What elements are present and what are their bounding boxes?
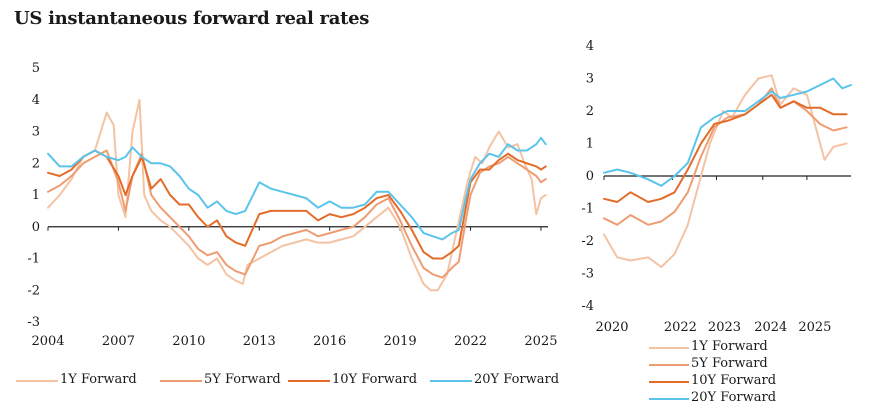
y-tick-label: 2 <box>32 156 40 171</box>
y-tick-label: -4 <box>581 299 594 314</box>
y-tick-label: 4 <box>586 39 594 54</box>
y-tick-label: -1 <box>581 202 594 217</box>
x-tick-label: 2016 <box>313 334 346 349</box>
x-tick-label: 2004 <box>31 334 64 349</box>
y-tick-label: 0 <box>586 169 594 184</box>
legend-label: 1Y Forward <box>691 339 768 354</box>
y-tick-label: 5 <box>32 61 40 76</box>
y-tick-label: -1 <box>27 252 40 267</box>
chart-title: US instantaneous forward real rates <box>14 8 370 29</box>
y-tick-label: -3 <box>581 267 594 282</box>
x-tick-label: 2025 <box>798 320 831 335</box>
series-line-1y-forward <box>603 74 848 268</box>
left-panel: 5 4 3 2 1 0 -1 -2 -3 2004 2007 2010 2013 2016 2019 2022… <box>27 61 557 349</box>
legend-swatch <box>16 380 58 382</box>
legend-label: 10Y Forward <box>332 372 418 387</box>
series-line-10y-forward <box>47 149 547 260</box>
y-tick-label: -2 <box>581 234 594 249</box>
y-tick-label: 0 <box>32 220 40 235</box>
x-tick-label: 2007 <box>102 334 135 349</box>
series-line-20y-forward <box>47 136 547 241</box>
y-tick-label: 2 <box>586 104 594 119</box>
legend-swatch <box>649 347 689 349</box>
y-tick-label: 1 <box>586 137 594 152</box>
legend-swatch <box>649 364 689 366</box>
legend-label: 5Y Forward <box>204 372 281 387</box>
legend-label: 10Y Forward <box>691 373 777 388</box>
legend-swatch <box>649 398 689 400</box>
legend-label: 1Y Forward <box>60 372 137 387</box>
y-tick-label: 1 <box>32 188 40 203</box>
y-tick-label: 4 <box>32 93 40 108</box>
x-tick-label: 2025 <box>524 334 557 349</box>
legend-label: 20Y Forward <box>691 390 777 405</box>
series-line-5y-forward <box>603 87 848 226</box>
x-tick-label: 2020 <box>595 320 628 335</box>
series-line-10y-forward <box>603 93 848 203</box>
legend-swatch <box>430 380 472 382</box>
series-line-20y-forward <box>603 77 852 187</box>
legend-swatch <box>160 380 202 382</box>
y-tick-label: 3 <box>586 72 594 87</box>
x-tick-label: 2013 <box>243 334 276 349</box>
y-tick-label: 3 <box>32 125 40 140</box>
legend-swatch <box>288 380 330 382</box>
x-tick-label: 2019 <box>384 334 417 349</box>
x-tick-label: 2010 <box>172 334 205 349</box>
legend-swatch <box>649 381 689 383</box>
y-tick-label: -2 <box>27 283 40 298</box>
x-tick-label: 2022 <box>664 320 697 335</box>
legend-label: 5Y Forward <box>691 356 768 371</box>
legend-label: 20Y Forward <box>474 372 560 387</box>
x-tick-label: 2024 <box>754 320 787 335</box>
x-tick-label: 2023 <box>708 320 741 335</box>
x-tick-label: 2022 <box>454 334 487 349</box>
y-tick-label: -3 <box>27 315 40 330</box>
